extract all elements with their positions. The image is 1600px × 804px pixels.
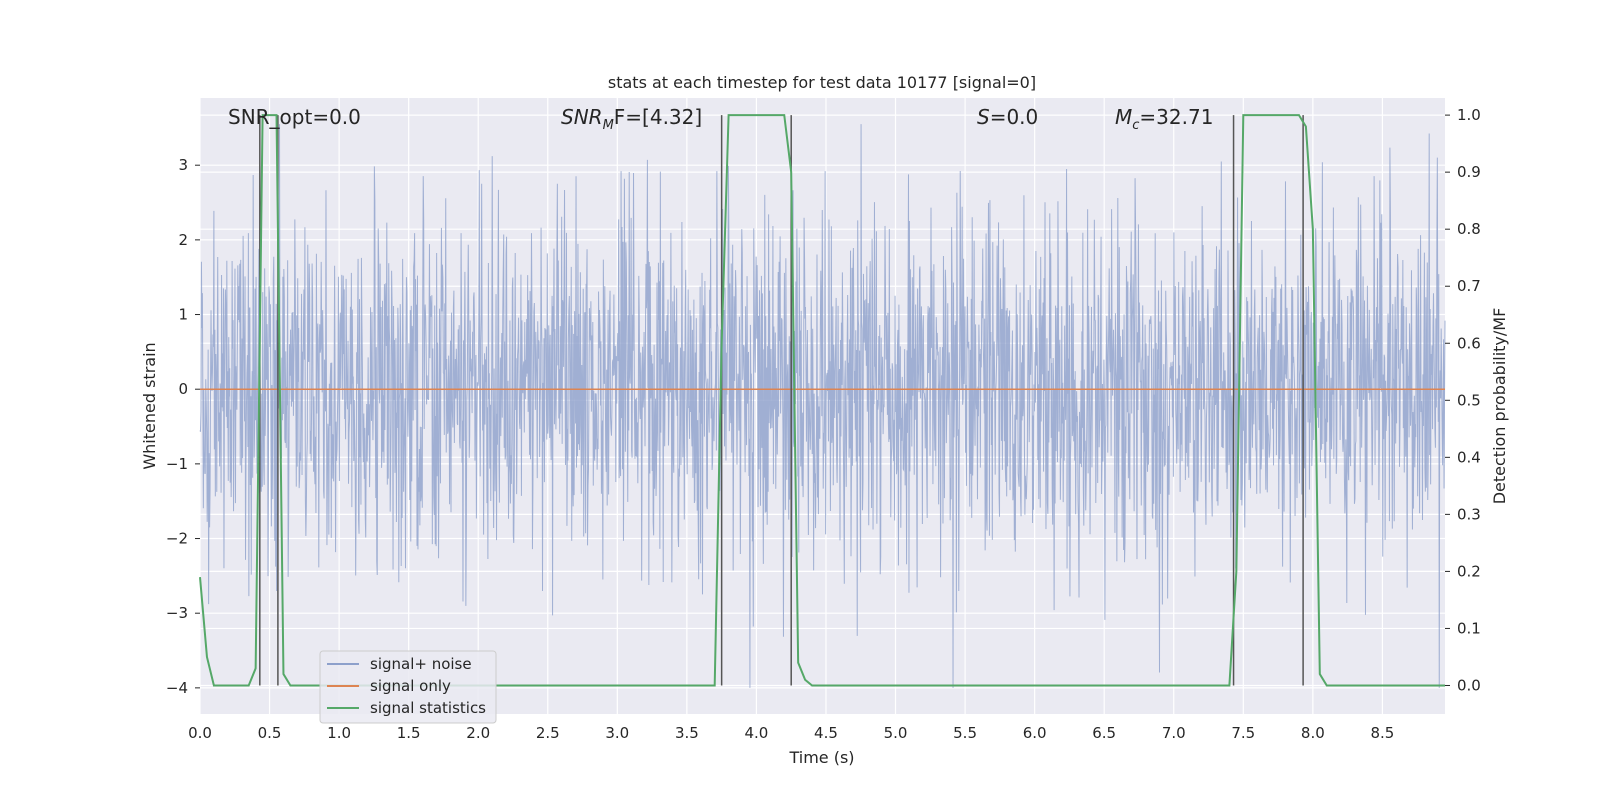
series-signal-statistics-line (199, 114, 1445, 687)
signal-statistics-series-layer (199, 114, 1445, 687)
s-prefix: S (977, 105, 990, 129)
legend: signal+ noise signal only signal statist… (319, 650, 497, 724)
legend-label-signal-statistics: signal statistics (370, 699, 486, 717)
x-tick-label: 4.5 (814, 724, 838, 742)
annotation-mc: Mc=32.71 (1115, 105, 1213, 133)
x-tick-label: 1.5 (397, 724, 421, 742)
mc-subscript: c (1132, 118, 1139, 133)
x-tick-label: 4.0 (744, 724, 768, 742)
y-right-tick-label: 0.8 (1457, 220, 1481, 238)
y-left-tick-label: −4 (166, 679, 188, 697)
y-right-tick-label: 0.3 (1457, 505, 1481, 523)
x-tick-label: 6.5 (1092, 724, 1116, 742)
x-tick-label: 1.0 (327, 724, 351, 742)
mc-prefix: M (1115, 105, 1132, 129)
y-right-tick-labels: 1.0 0.9 0.8 0.7 0.6 0.5 0.4 0.3 0.2 0.1 0.0 (1445, 106, 1481, 694)
x-tick-label: 8.5 (1370, 724, 1394, 742)
y-axis-label-right: Detection probability/MF (1490, 308, 1509, 505)
x-tick-label: 5.0 (884, 724, 908, 742)
legend-label-signal-noise: signal+ noise (370, 655, 472, 673)
y-left-tick-label: −3 (166, 604, 188, 622)
s-suffix: =0.0 (990, 105, 1039, 129)
annotation-snr-opt: SNR_opt=0.0 (228, 105, 361, 129)
y-left-tick-label: 2 (178, 231, 188, 249)
y-left-tick-label: 0 (178, 380, 188, 398)
x-tick-label: 3.0 (605, 724, 629, 742)
snr-mf-subscript: M (603, 118, 614, 133)
y-right-tick-label: 1.0 (1457, 106, 1481, 124)
x-tick-label: 7.0 (1162, 724, 1186, 742)
chart-title: stats at each timestep for test data 101… (608, 73, 1036, 92)
x-tick-labels: 0.0 0.5 1.0 1.5 2.0 2.5 3.0 3.5 4.0 4.5 5.0 5.5 6.0 6… (188, 724, 1394, 742)
y-axis-label-left: Whitened strain (140, 342, 159, 469)
x-tick-label: 7.5 (1231, 724, 1255, 742)
y-right-tick-label: 0.2 (1457, 562, 1481, 580)
y-left-tick-label: −1 (166, 455, 188, 473)
y-left-tick-label: −2 (166, 530, 188, 548)
y-right-tick-label: 0.4 (1457, 448, 1481, 466)
y-right-tick-label: 0.9 (1457, 163, 1481, 181)
legend-label-signal-only: signal only (370, 677, 451, 695)
x-tick-label: 8.0 (1301, 724, 1325, 742)
y-left-tick-label: 3 (178, 156, 188, 174)
snr-mf-suffix: F=[4.32] (614, 105, 702, 129)
series-signal-noise-line (199, 124, 1446, 688)
x-tick-label: 3.5 (675, 724, 699, 742)
y-right-tick-label: 0.1 (1457, 619, 1481, 637)
snr-mf-prefix: SNR (561, 105, 603, 129)
y-right-tick-label: 0.7 (1457, 277, 1481, 295)
mc-suffix: =32.71 (1139, 105, 1213, 129)
x-tick-label: 2.0 (466, 724, 490, 742)
y-left-tick-label: 1 (178, 306, 188, 324)
annotation-s: S=0.0 (977, 105, 1038, 129)
noise-series-layer (199, 124, 1446, 688)
x-tick-label: 6.0 (1023, 724, 1047, 742)
annotation-snr-mf: SNRMF=[4.32] (561, 105, 702, 133)
x-tick-label: 2.5 (536, 724, 560, 742)
x-tick-label: 5.5 (953, 724, 977, 742)
x-tick-label: 0.5 (258, 724, 282, 742)
x-axis-label: Time (s) (788, 748, 854, 767)
y-right-tick-label: 0.6 (1457, 334, 1481, 352)
y-left-tick-labels: 3 2 1 0 −1 −2 −3 −4 (166, 156, 200, 697)
legend-box (319, 650, 497, 724)
y-right-tick-label: 0.5 (1457, 391, 1481, 409)
x-tick-label: 0.0 (188, 724, 212, 742)
y-right-tick-label: 0.0 (1457, 676, 1481, 694)
